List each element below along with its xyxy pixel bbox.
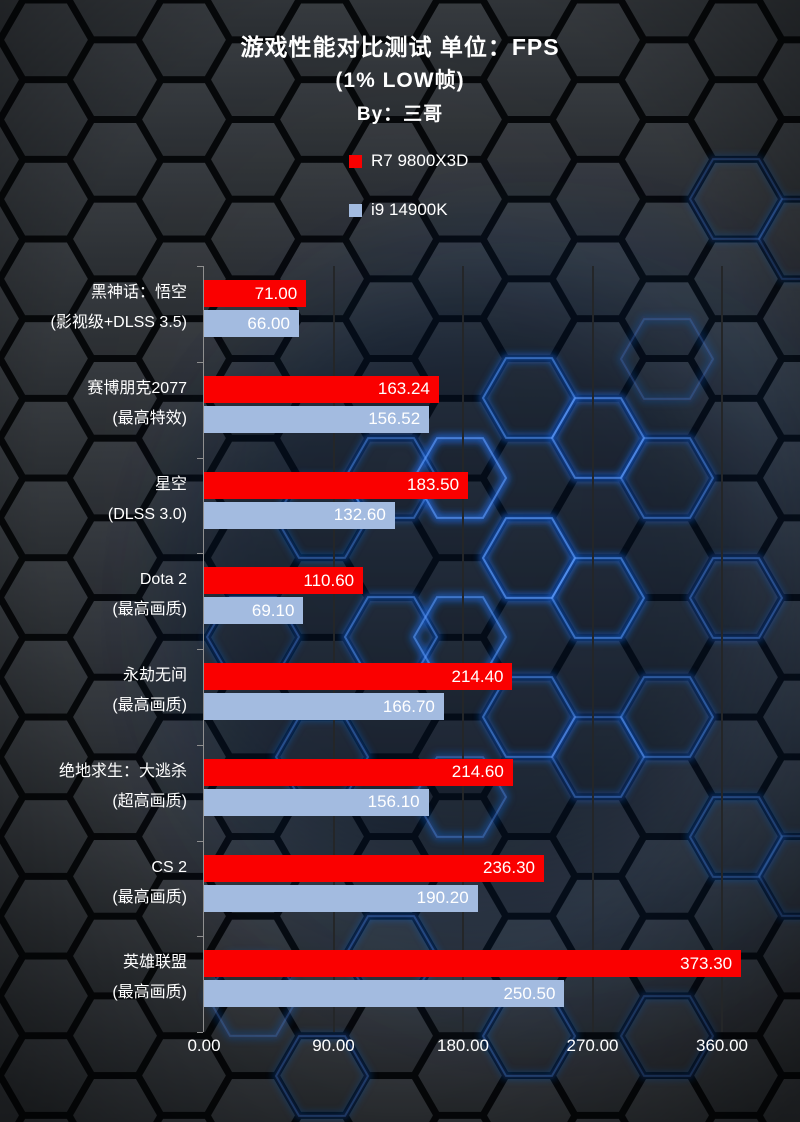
y-axis-tick (197, 361, 203, 363)
category-label: 绝地求生：大逃杀 (超高画质) (0, 757, 196, 817)
x-axis-tick-label: 90.00 (312, 1036, 355, 1055)
gridline (462, 266, 464, 1032)
bar-value-label: 214.40 (451, 666, 504, 686)
y-axis-tick (197, 649, 203, 650)
bar-value-label: 66.00 (247, 313, 290, 333)
bar-i9-14900k: 156.10 (204, 788, 429, 816)
category-name: CS 2 (151, 858, 187, 876)
gridline (591, 266, 594, 1032)
bar-value-label: 156.10 (367, 792, 420, 812)
bar-r7-9800x3d: 373.30 (204, 950, 742, 978)
category-name: 星空 (154, 475, 187, 493)
bar-value-label: 156.52 (368, 409, 421, 429)
legend-item-r7-9800x3d: R7 9800X3D (349, 151, 469, 170)
y-axis-tick (197, 457, 203, 459)
category-name: 永劫无间 (122, 667, 187, 684)
bar-i9-14900k: 132.60 (204, 501, 395, 529)
bar-value-label: 69.10 (251, 600, 295, 620)
bar-value-label: 166.70 (382, 696, 435, 716)
chart-author: By：三哥 (356, 104, 444, 125)
bar-value-label: 110.60 (303, 570, 355, 590)
y-axis-tick (197, 744, 203, 746)
category-name: 赛博朋克2077 (87, 379, 187, 397)
x-axis-tick-label: 360.00 (696, 1036, 748, 1055)
bar-r7-9800x3d: 163.24 (204, 375, 439, 403)
category-label: CS 2 (最高画质) (0, 853, 196, 913)
bar-value-label: 214.60 (451, 762, 504, 782)
x-axis-tick-label: 0.00 (187, 1036, 221, 1055)
y-axis-tick (197, 936, 203, 938)
bar-r7-9800x3d: 71.00 (204, 280, 307, 307)
bar-i9-14900k: 66.00 (204, 310, 299, 337)
legend: R7 9800X3D i9 14900K (349, 151, 469, 251)
bar-r7-9800x3d: 236.30 (204, 854, 544, 882)
legend-swatch-blue (349, 203, 362, 217)
category-setting: (最高画质) (112, 984, 187, 1002)
bar-value-label: 163.24 (377, 379, 430, 399)
category-label: 赛博朋克2077 (最高特效) (0, 374, 196, 434)
category-name: 英雄联盟 (122, 954, 187, 972)
y-axis-line (203, 266, 204, 1032)
bar-i9-14900k: 166.70 (204, 693, 444, 720)
x-axis-tick-label: 180.00 (437, 1036, 489, 1055)
gridline (332, 266, 335, 1032)
y-axis-tick (197, 840, 203, 842)
bar-value-label: 132.60 (333, 505, 386, 524)
bar-r7-9800x3d: 110.60 (204, 567, 364, 595)
bar-r7-9800x3d: 214.40 (204, 663, 513, 690)
y-axis-tick (197, 1032, 203, 1033)
category-setting: (DLSS 3.0) (107, 505, 187, 523)
category-label: 星空 (DLSS 3.0) (0, 470, 196, 530)
bar-i9-14900k: 69.10 (204, 597, 304, 625)
category-name: Dota 2 (139, 571, 187, 589)
category-label: Dota 2 (最高画质) (0, 565, 196, 625)
x-axis-tick-label: 270.00 (566, 1036, 619, 1055)
chart-title: 游戏性能对比测试 单位：FPS (240, 34, 560, 60)
bar-value-label: 373.30 (680, 953, 733, 973)
category-name: 黑神话：悟空 (90, 284, 187, 301)
category-setting: (超高画质) (112, 792, 187, 810)
category-label: 永劫无间 (最高画质) (0, 661, 196, 721)
category-label: 黑神话：悟空 (影视级+DLSS 3.5) (0, 278, 196, 338)
legend-label: R7 9800X3D (371, 151, 469, 170)
bar-i9-14900k: 250.50 (204, 980, 565, 1008)
bar-r7-9800x3d: 183.50 (204, 471, 469, 499)
category-setting: (最高画质) (112, 601, 187, 619)
bar-i9-14900k: 190.20 (204, 884, 478, 912)
chart-subtitle: (1% LOW帧) (335, 69, 465, 92)
bar-r7-9800x3d: 214.60 (204, 758, 513, 786)
y-axis-tick (197, 266, 203, 267)
legend-item-i9-14900k: i9 14900K (349, 200, 468, 219)
category-name: 绝地求生：大逃杀 (58, 762, 187, 780)
category-setting: (影视级+DLSS 3.5) (50, 314, 188, 331)
bar-i9-14900k: 156.52 (204, 405, 430, 433)
bar-value-label: 250.50 (503, 983, 556, 1003)
gridline (721, 266, 723, 1032)
bar-value-label: 71.00 (254, 283, 298, 303)
legend-label: i9 14900K (371, 200, 448, 219)
category-setting: (最高画质) (112, 697, 187, 714)
category-setting: (最高特效) (112, 409, 187, 427)
bar-value-label: 183.50 (407, 475, 460, 494)
bar-value-label: 190.20 (416, 888, 469, 907)
category-setting: (最高画质) (112, 888, 187, 906)
bar-value-label: 236.30 (483, 858, 535, 877)
y-axis-tick (197, 553, 203, 555)
category-label: 英雄联盟 (最高画质) (0, 948, 196, 1008)
legend-swatch-red (349, 154, 362, 168)
